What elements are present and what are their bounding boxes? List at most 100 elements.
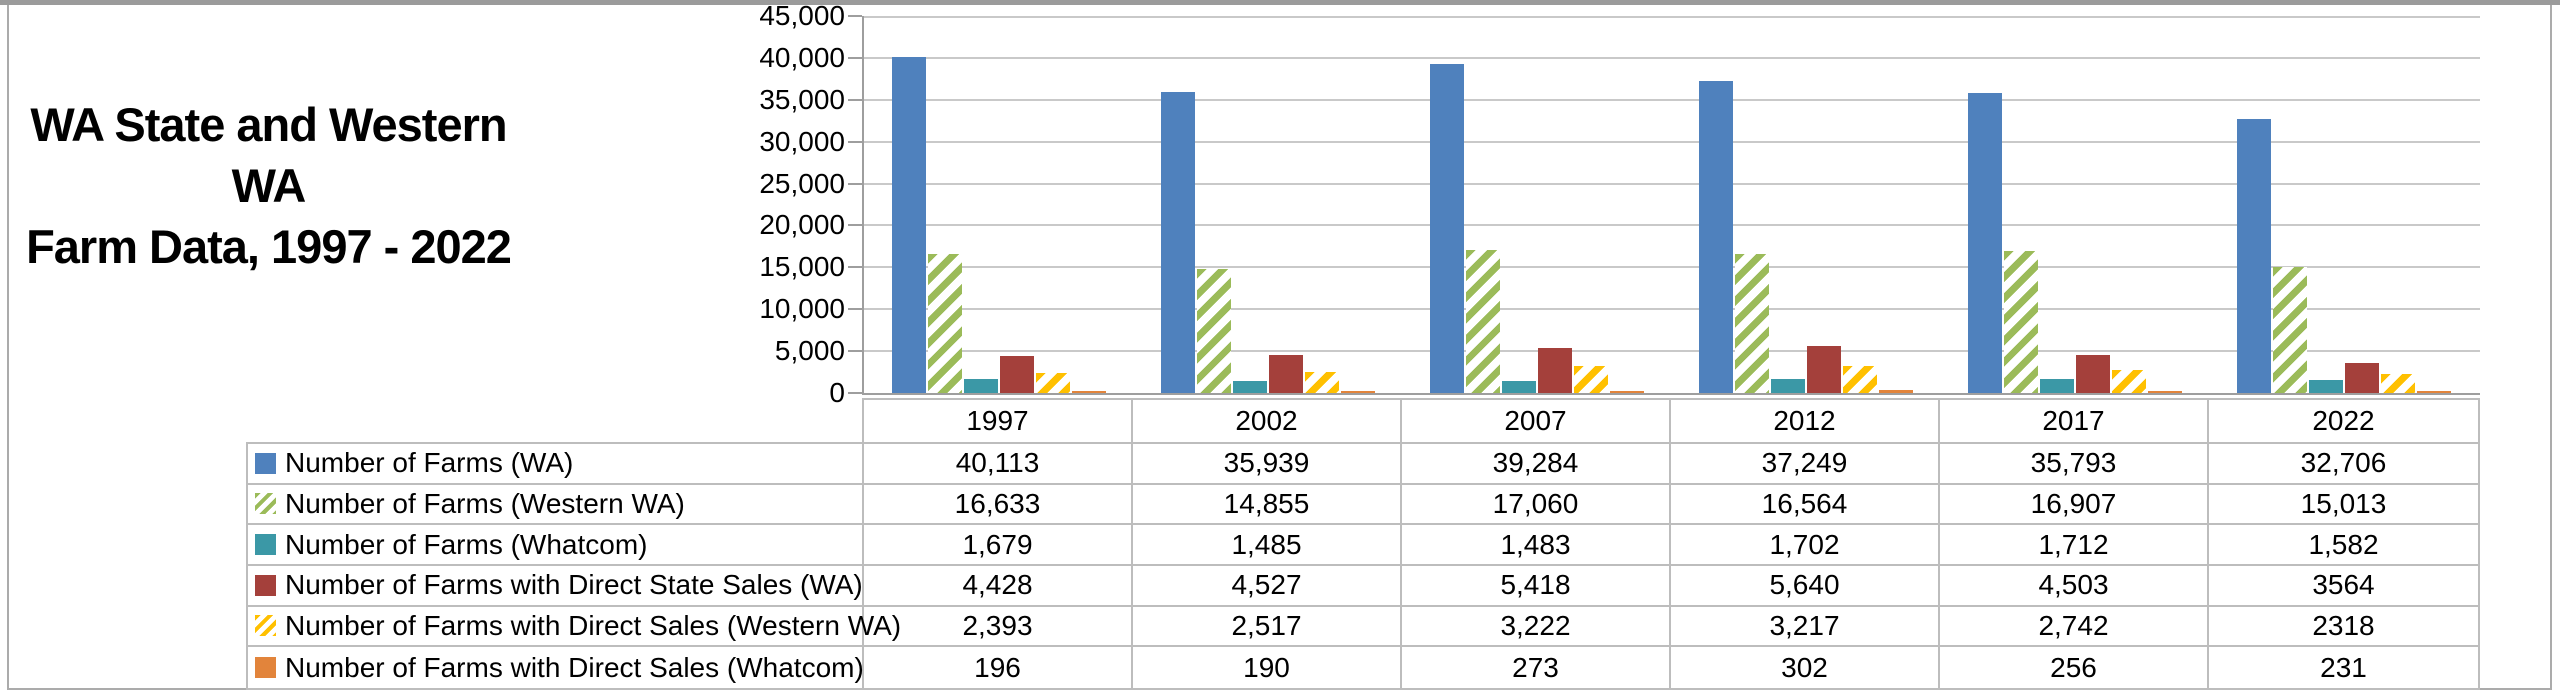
- value-cell-1997: 16,633: [864, 484, 1133, 526]
- gridline-10000: [864, 308, 2480, 311]
- y-tick-mark: [848, 98, 862, 101]
- value-cell-2022: 231: [2320, 651, 2367, 683]
- legend-swatch-icon: [255, 615, 276, 637]
- value-cell-2022: 2318: [2209, 607, 2478, 648]
- series-name: Number of Farms (Western WA): [285, 487, 685, 519]
- year-header-cell-2017: 2017: [1940, 400, 2209, 442]
- gridline-40000: [864, 56, 2480, 59]
- y-tick-mark: [848, 56, 862, 59]
- gridline-5000: [864, 350, 2480, 353]
- value-cell-2022: 15,013: [2209, 485, 2478, 526]
- value-cell-2002: 190: [1133, 647, 1402, 688]
- frame-top-edge: [0, 0, 2560, 5]
- year-header-cell-2007: 2007: [1402, 400, 1671, 442]
- value-cell-2012: 3,217: [1671, 606, 1940, 648]
- value-cell-2002: 35,939: [1133, 444, 1402, 485]
- value-cell-1997: 196: [864, 647, 1133, 688]
- legend-swatch-icon: [255, 452, 276, 474]
- year-header-cell-2002: 2002: [1133, 400, 1402, 442]
- value-cell-2022: 3564: [2209, 566, 2478, 607]
- chart-title-line-1: WA State and Western WA: [30, 98, 507, 212]
- bar-2007-Number of Farms with Direct Sales (Western WA): [1573, 366, 1608, 393]
- value-cell-2002: 14,855: [1133, 484, 1402, 526]
- value-cell-2002: 4,527: [1133, 566, 1402, 607]
- bar-2017-Number of Farms with Direct Sales (Whatcom): [2147, 391, 2182, 393]
- series-label-cell: Number of Farms with Direct Sales (Whatc…: [248, 647, 864, 688]
- series-name: Number of Farms with Direct Sales (Weste…: [285, 609, 902, 641]
- bar-1997-Number of Farms (Western WA): [927, 254, 962, 393]
- value-cell-2017: 256: [1940, 647, 2209, 688]
- y-tick-mark: [848, 350, 862, 353]
- y-axis-tick-label: 5,000: [774, 335, 845, 367]
- bar-2022-Number of Farms (Western WA): [2272, 267, 2307, 393]
- bar-2022-Number of Farms with Direct State Sales (WA): [2344, 363, 2379, 393]
- y-axis-tick-label: 30,000: [759, 125, 845, 157]
- year-header-cell-2022: 2022: [2312, 405, 2375, 436]
- value-cell-2022: 1,582: [2209, 525, 2478, 566]
- series-label-cell: Number of Farms with Direct State Sales …: [248, 566, 864, 607]
- bar-2007-Number of Farms (Western WA): [1465, 250, 1500, 393]
- bar-group-2012: [1671, 16, 1940, 393]
- bar-1997-Number of Farms with Direct Sales (Whatcom): [1071, 391, 1106, 393]
- bar-2012-Number of Farms (WA): [1698, 81, 1733, 393]
- y-axis-tick-label: 10,000: [759, 293, 845, 325]
- gridline-25000: [864, 182, 2480, 185]
- value-cell-2012: 37,249: [1671, 444, 1940, 485]
- series-name: Number of Farms with Direct State Sales …: [285, 569, 863, 601]
- frame-left-edge: [7, 5, 9, 690]
- bar-group-1997: [864, 16, 1133, 393]
- y-axis-tick-label: 35,000: [759, 83, 845, 115]
- x-axis-year-header-row: 1997 2002 2007 2012 2017 2022: [862, 398, 2480, 442]
- gridline-20000: [864, 224, 2480, 227]
- legend-swatch-icon: [255, 493, 276, 515]
- series-label-cell: Number of Farms with Direct Sales (Weste…: [248, 606, 901, 648]
- bar-1997-Number of Farms with Direct State Sales (WA): [999, 356, 1034, 393]
- y-tick-mark: [848, 224, 862, 227]
- value-cell-1997: 40,113: [864, 444, 1133, 485]
- bar-2022-Number of Farms with Direct Sales (Western WA): [2380, 374, 2415, 393]
- gridline-35000: [864, 98, 2480, 101]
- legend-swatch-icon: [255, 574, 276, 596]
- value-cell-2007: 273: [1402, 647, 1671, 688]
- bar-2022-Number of Farms (WA): [2236, 119, 2271, 393]
- series-name: Number of Farms (WA): [285, 447, 574, 479]
- bar-2007-Number of Farms with Direct State Sales (WA): [1537, 348, 1572, 393]
- value-cell-2012: 16,564: [1671, 484, 1940, 526]
- bar-1997-Number of Farms (WA): [891, 57, 926, 393]
- series-name: Number of Farms with Direct Sales (Whatc…: [285, 651, 864, 683]
- bar-2007-Number of Farms (WA): [1429, 64, 1464, 393]
- bar-2017-Number of Farms with Direct Sales (Western WA): [2111, 370, 2146, 393]
- value-cell-1997: 2,393: [864, 606, 1133, 648]
- value-cell-2007: 39,284: [1402, 444, 1671, 485]
- value-cell-2012: 1,702: [1671, 525, 1940, 566]
- data-table: Number of Farms (WA) 40,113 35,939 39,284 37…: [246, 442, 2480, 690]
- value-cell-2017: 35,793: [1940, 444, 2209, 485]
- value-cell-2017: 4,503: [1940, 566, 2209, 607]
- value-cell-2017: 16,907: [1940, 484, 2209, 526]
- bar-2007-Number of Farms (Whatcom): [1501, 381, 1536, 393]
- bar-2002-Number of Farms with Direct Sales (Western WA): [1304, 372, 1339, 393]
- bar-2012-Number of Farms (Western WA): [1734, 254, 1769, 393]
- y-axis-tick-label: 20,000: [759, 209, 845, 241]
- bar-2012-Number of Farms with Direct State Sales (WA): [1806, 346, 1841, 393]
- bar-2017-Number of Farms (WA): [1967, 93, 2002, 393]
- bar-group-2007: [1402, 16, 1671, 393]
- gridline-30000: [864, 140, 2480, 143]
- y-axis-tick-label: 15,000: [759, 251, 845, 283]
- y-tick-mark: [848, 266, 862, 269]
- bar-2002-Number of Farms (WA): [1160, 92, 1195, 393]
- value-cell-2017: 1,712: [1940, 525, 2209, 566]
- value-cell-2012: 302: [1671, 647, 1940, 688]
- series-label-cell: Number of Farms (Western WA): [248, 484, 864, 526]
- year-header-cell-2012: 2012: [1671, 400, 1940, 442]
- y-tick-mark: [848, 308, 862, 311]
- series-label-cell: Number of Farms (Whatcom): [248, 525, 864, 566]
- value-cell-2017: 2,742: [1940, 606, 2209, 648]
- bar-1997-Number of Farms (Whatcom): [963, 379, 998, 393]
- y-axis-tick-label: 40,000: [759, 41, 845, 73]
- y-axis-tick-label: 45,000: [759, 0, 845, 31]
- gridline-45000: [864, 16, 2480, 18]
- series-label-cell: Number of Farms (WA): [248, 444, 864, 485]
- series-name: Number of Farms (Whatcom): [285, 528, 648, 560]
- legend-swatch-icon: [255, 657, 276, 679]
